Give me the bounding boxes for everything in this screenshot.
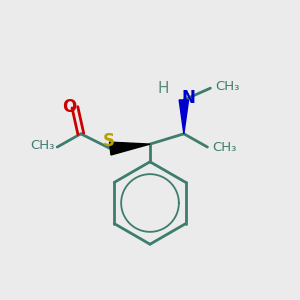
Text: N: N: [181, 89, 195, 107]
Text: CH₃: CH₃: [215, 80, 239, 93]
Text: S: S: [103, 132, 115, 150]
Polygon shape: [110, 142, 150, 155]
Text: CH₃: CH₃: [30, 139, 54, 152]
Polygon shape: [179, 100, 189, 134]
Text: O: O: [62, 98, 76, 116]
Text: H: H: [158, 81, 169, 96]
Text: CH₃: CH₃: [212, 141, 236, 154]
